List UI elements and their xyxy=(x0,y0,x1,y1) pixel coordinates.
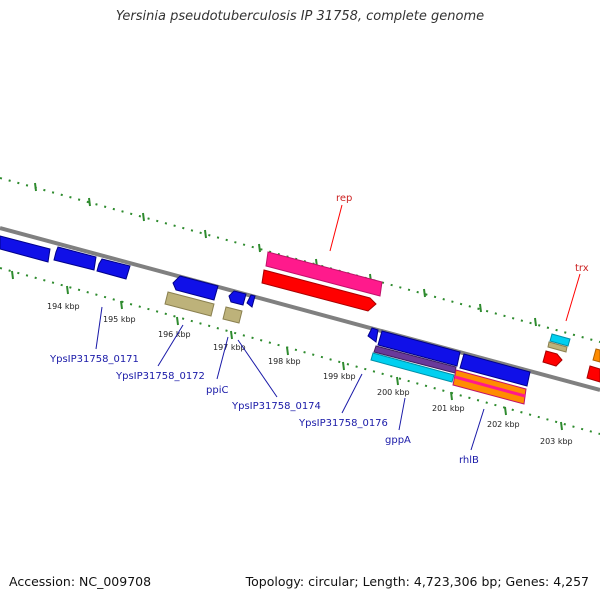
inner-major-tick xyxy=(120,300,123,310)
trx-callout-line xyxy=(565,273,581,322)
gene-label-trx[interactable]: trx xyxy=(575,263,589,274)
rhlB-feature-pink-stripe xyxy=(454,375,526,398)
inner-major-tick xyxy=(342,361,345,371)
inner-tick-track xyxy=(0,267,600,435)
gene-label-0172[interactable]: YpsIP31758_0172 xyxy=(115,371,205,382)
gene-label-0171[interactable]: YpsIP31758_0171 xyxy=(49,354,139,365)
outer-major-tick xyxy=(204,229,207,239)
g0176-callout-line xyxy=(341,373,363,414)
outer-major-tick xyxy=(142,212,145,222)
cds-0170-feature[interactable] xyxy=(0,235,51,263)
rep-feature-red[interactable] xyxy=(261,269,377,312)
g0172-callout-line xyxy=(157,324,184,367)
kbp-labels: 194 kbp 195 kbp 196 kbp 197 kbp 198 kbp … xyxy=(47,302,573,446)
gene-label-rhlB[interactable]: rhlB xyxy=(459,455,479,466)
gppA-callout-line xyxy=(398,397,406,431)
gene-label-rep[interactable]: rep xyxy=(336,193,352,204)
inner-major-tick xyxy=(396,376,399,386)
genome-backbone xyxy=(0,226,600,392)
kbp-label-195: 195 kbp xyxy=(103,315,136,324)
trx-feature-red[interactable] xyxy=(542,350,563,367)
outer-major-tick xyxy=(258,243,261,253)
outer-major-tick xyxy=(88,197,91,207)
cds-0171-feature-a[interactable] xyxy=(53,246,97,271)
kbp-label-200: 200 kbp xyxy=(377,388,410,397)
red-feature-edge[interactable] xyxy=(586,365,600,383)
gppA-feature-cyan[interactable] xyxy=(370,352,455,383)
inner-major-tick xyxy=(560,421,563,431)
plus-strand-features xyxy=(261,251,600,383)
minus-strand-features xyxy=(0,235,531,405)
outer-major-tick xyxy=(534,317,537,327)
cds-0172-feature[interactable] xyxy=(172,275,219,301)
inner-major-tick xyxy=(11,270,14,280)
cds-0172-feature-khaki[interactable] xyxy=(164,291,215,317)
gene-label-0176[interactable]: YpsIP31758_0176 xyxy=(298,418,388,429)
inner-major-tick xyxy=(230,330,233,340)
outer-major-tick xyxy=(34,182,37,192)
rep-feature-pink[interactable] xyxy=(265,251,383,297)
accession-text: Accession: NC_009708 xyxy=(9,574,152,589)
gene-label-0174[interactable]: YpsIP31758_0174 xyxy=(231,401,321,412)
genome-summary-text: Topology: circular; Length: 4,723,306 bp… xyxy=(245,574,589,589)
outer-major-tick xyxy=(423,288,426,298)
inner-major-tick xyxy=(504,406,507,416)
kbp-label-194: 194 kbp xyxy=(47,302,80,311)
kbp-label-203: 203 kbp xyxy=(540,437,573,446)
cds-0176-feature[interactable] xyxy=(367,327,379,343)
gppA-feature[interactable] xyxy=(377,330,461,367)
g0171-callout-line xyxy=(95,306,103,350)
ppiC-feature-khaki[interactable] xyxy=(222,306,243,324)
kbp-label-198: 198 kbp xyxy=(268,357,301,366)
gene-labels: rep trx YpsIP31758_0171 YpsIP31758_0172 … xyxy=(49,193,589,466)
callout-lines xyxy=(95,204,581,451)
kbp-label-201: 201 kbp xyxy=(432,404,465,413)
g0174-callout-line xyxy=(237,339,278,398)
rhlB-feature[interactable] xyxy=(459,353,531,387)
kbp-label-199: 199 kbp xyxy=(323,372,356,381)
kbp-label-202: 202 kbp xyxy=(487,420,520,429)
gene-label-ppiC[interactable]: ppiC xyxy=(206,385,228,396)
inner-major-tick xyxy=(286,346,289,356)
orange-feature[interactable] xyxy=(592,348,600,363)
trx-feature-khaki[interactable] xyxy=(547,341,568,353)
trx-feature-cyan[interactable] xyxy=(549,333,571,347)
kbp-label-197: 197 kbp xyxy=(213,343,246,352)
inner-major-tick xyxy=(450,391,453,401)
kbp-label-196: 196 kbp xyxy=(158,330,191,339)
ppiC-feature[interactable] xyxy=(228,290,247,306)
inner-major-tick xyxy=(176,316,179,326)
ppiC-callout-line xyxy=(216,336,229,380)
inner-major-tick xyxy=(66,285,69,295)
map-title: Yersinia pseudotuberculosis IP 31758, co… xyxy=(115,9,485,24)
cds-0174-feature[interactable] xyxy=(246,294,256,308)
outer-major-tick xyxy=(479,303,482,313)
gene-label-gppA[interactable]: gppA xyxy=(385,435,411,446)
rep-callout-line xyxy=(329,204,343,252)
cds-0171-feature-b[interactable] xyxy=(96,258,131,280)
rhlB-callout-line xyxy=(470,408,485,451)
